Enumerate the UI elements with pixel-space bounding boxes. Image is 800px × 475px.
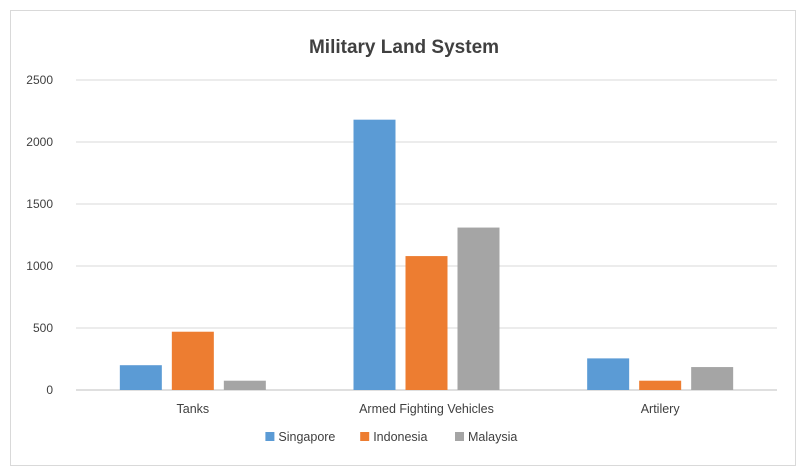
- bar-malaysia-1: [223, 380, 266, 390]
- legend-label-singapore: Singapore: [278, 430, 335, 444]
- bar-indonesia-1: [171, 331, 214, 390]
- bar-malaysia-2: [457, 227, 500, 390]
- x-category-label: Tanks: [177, 402, 210, 416]
- y-tick-label: 1000: [26, 259, 53, 273]
- bar-singapore-2: [353, 119, 396, 391]
- legend-label-malaysia: Malaysia: [468, 430, 517, 444]
- bar-indonesia-3: [639, 380, 682, 390]
- legend-swatch-malaysia: [455, 432, 464, 441]
- bar-malaysia-3: [691, 367, 734, 390]
- y-tick-label: 2000: [26, 135, 53, 149]
- chart-title: Military Land System: [309, 37, 499, 58]
- x-category-label: Artilery: [641, 402, 681, 416]
- x-axis-categories: Tanks Armed Fighting Vehicles Artilery: [177, 402, 681, 416]
- legend-swatch-indonesia: [360, 432, 370, 441]
- y-tick-label: 2500: [26, 73, 53, 87]
- bars: [119, 119, 734, 391]
- y-axis-ticks: 0 500 1000 1500 2000 2500: [26, 73, 53, 397]
- bar-singapore-3: [587, 358, 630, 390]
- legend-swatch-singapore: [265, 432, 275, 441]
- y-tick-label: 1500: [26, 197, 53, 211]
- x-category-label: Armed Fighting Vehicles: [359, 402, 494, 416]
- bar-singapore-1: [119, 365, 162, 390]
- bar-indonesia-2: [405, 256, 448, 390]
- y-tick-label: 0: [46, 383, 53, 397]
- y-tick-label: 500: [33, 321, 53, 335]
- legend-label-indonesia: Indonesia: [373, 430, 427, 444]
- legend: Singapore Indonesia Malaysia: [265, 430, 517, 444]
